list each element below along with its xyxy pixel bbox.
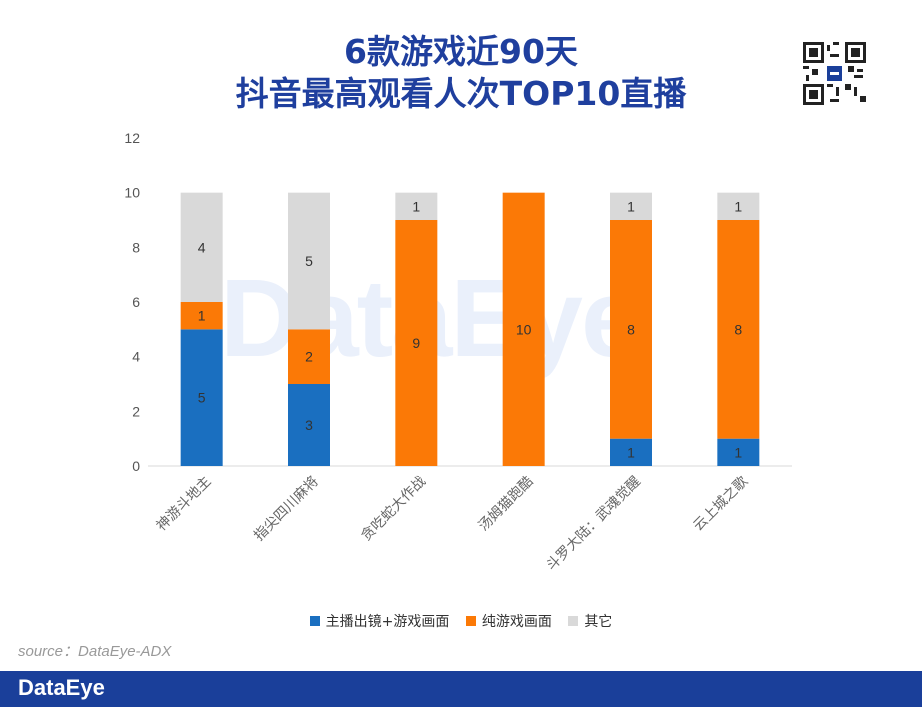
bar-segment-4-1: [610, 220, 652, 439]
legend: 主播出镜+游戏画面 纯游戏画面 其它: [0, 611, 922, 631]
legend-label-other: 其它: [584, 614, 613, 630]
bar-segment-1-2: [288, 192, 330, 330]
bar-value-label-4-1: 8: [627, 321, 635, 337]
y-tick-label-8: 8: [132, 239, 140, 255]
bar-value-label-5-1: 8: [734, 321, 742, 337]
x-tick-label-1: 指尖四川麻将: [251, 474, 322, 545]
y-tick-label-4: 4: [132, 349, 140, 365]
x-tick-label-4: 斗罗大陆：武魂觉醒: [543, 474, 643, 574]
bar-value-label-1-0: 3: [305, 417, 313, 433]
bar-value-label-0-0: 5: [198, 390, 206, 406]
bar-segment-5-0: [717, 438, 760, 466]
bar-value-label-1-1: 2: [305, 349, 313, 365]
bar-segment-4-0: [610, 438, 652, 466]
bar-value-label-4-0: 1: [627, 444, 635, 460]
y-tick-label-2: 2: [132, 403, 140, 419]
legend-label-host: 主播出镜+游戏画面: [325, 614, 450, 630]
y-tick-label-6: 6: [132, 294, 140, 310]
legend-label-pure-game: 纯游戏画面: [481, 614, 552, 630]
y-tick-label-12: 12: [124, 130, 140, 146]
bar-segment-3-1: [502, 192, 545, 466]
bar-value-label-5-2: 1: [734, 198, 742, 214]
bar-value-label-5-0: 1: [734, 444, 742, 460]
x-tick-label-2: 贪吃蛇大作战: [358, 474, 429, 545]
footer-bar: DataEye: [0, 671, 922, 707]
bar-segment-0-0: [180, 329, 223, 466]
legend-item-pure-game: 纯游戏画面: [465, 611, 552, 631]
y-tick-label-10: 10: [124, 185, 140, 201]
bar-value-label-0-2: 4: [198, 239, 206, 255]
bars-group: 5 1 4 3 2 5 9 1 10 1 8 1 1 8 1: [180, 192, 760, 466]
y-axis: 0 2 4 6 8 10 12: [124, 130, 140, 474]
footer-brand-logo: DataEye: [18, 675, 105, 700]
bar-segment-5-2: [717, 192, 760, 220]
legend-item-host: 主播出镜+游戏画面: [309, 611, 450, 631]
bar-value-label-2-2: 1: [412, 198, 420, 214]
source-note: source：DataEye-ADX: [18, 643, 172, 660]
legend-swatch-blue: [309, 616, 320, 626]
qr-code-icon: [803, 42, 866, 105]
bar-segment-1-1: [288, 329, 330, 384]
bar-segment-1-0: [288, 384, 330, 466]
bar-value-label-1-2: 5: [305, 253, 313, 269]
bar-value-label-2-1: 9: [412, 335, 420, 351]
bar-value-label-0-1: 1: [198, 308, 206, 324]
chart-title-line-1: 6款游戏近90天: [344, 32, 578, 71]
x-tick-label-0: 神游斗地主: [154, 474, 215, 535]
bar-segment-5-1: [717, 220, 760, 439]
bar-value-label-3-1: 10: [516, 321, 532, 337]
legend-swatch-gray: [568, 616, 579, 626]
bar-segment-0-1: [180, 302, 223, 330]
y-tick-label-0: 0: [132, 458, 140, 474]
bar-segment-2-2: [395, 192, 438, 220]
x-tick-label-5: 云上城之歌: [690, 474, 751, 535]
stacked-bar-chart: 0 2 4 6 8 10 12 5 1 4 3 2 5 9 1 10 1 8 1 1 8 1 神游斗地主 指尖四川麻将 贪吃…: [124, 130, 792, 574]
chart-title-line-2: 抖音最高观看人次TOP10直播: [235, 74, 687, 113]
bar-segment-4-2: [610, 192, 652, 220]
bar-segment-2-1: [395, 220, 438, 466]
bar-segment-0-2: [180, 192, 223, 302]
legend-swatch-orange: [465, 616, 476, 626]
bar-value-label-4-2: 1: [627, 198, 635, 214]
legend-item-other: 其它: [568, 611, 612, 631]
x-axis: 神游斗地主 指尖四川麻将 贪吃蛇大作战 汤姆猫跑酷 斗罗大陆：武魂觉醒 云上城之歌: [154, 474, 751, 574]
x-tick-label-3: 汤姆猫跑酷: [476, 474, 537, 535]
